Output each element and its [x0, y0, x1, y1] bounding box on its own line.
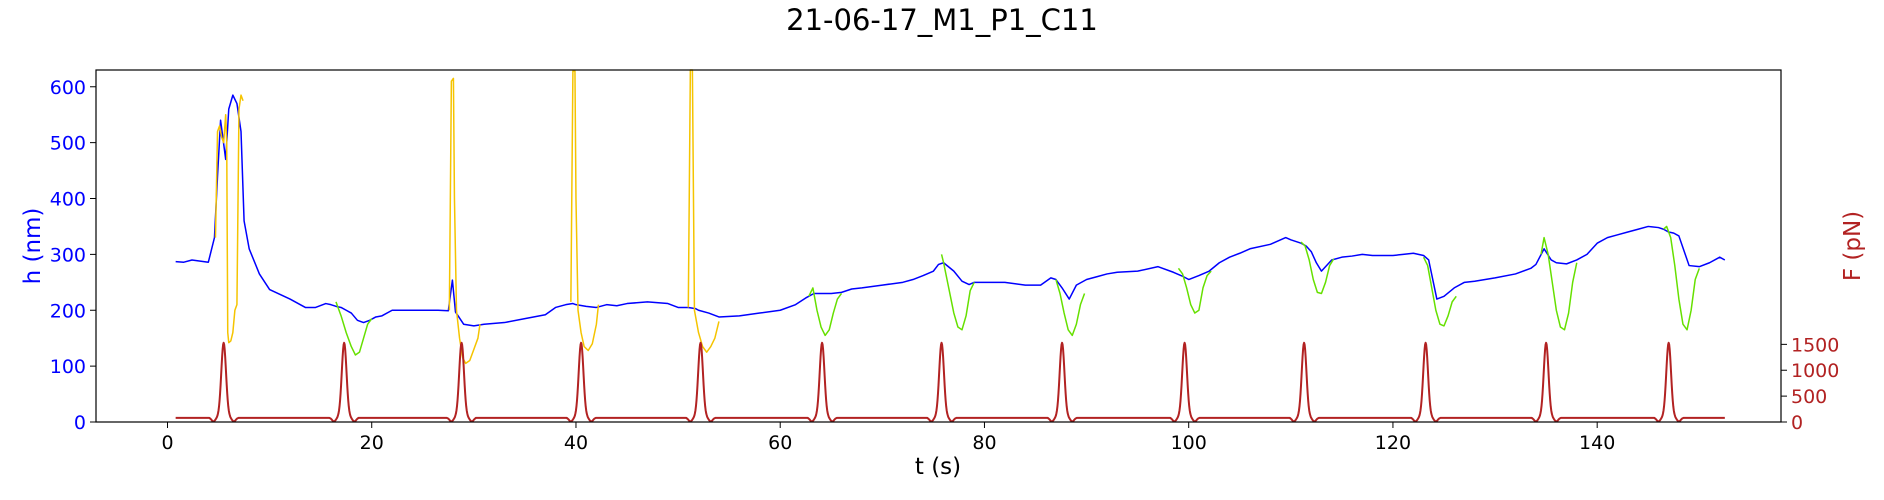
- series-height_small-line-6: [1422, 256, 1457, 327]
- y-right-tick-label: 500: [1791, 386, 1827, 408]
- y-right-tick-label: 1000: [1791, 360, 1839, 382]
- series-height_small-line-3: [1055, 279, 1086, 337]
- x-tick-label: 80: [972, 432, 996, 454]
- series-height_small-line-0: [335, 301, 373, 356]
- x-tick-label: 120: [1375, 432, 1411, 454]
- series-height_large-line-0: [214, 94, 244, 344]
- series-height-line: [175, 94, 1726, 327]
- y-left-tick-label: 400: [50, 189, 86, 211]
- plot-area: [175, 69, 1726, 423]
- y-left-tick-label: 0: [74, 412, 86, 434]
- x-tick-label: 0: [161, 432, 173, 454]
- series-height_small-line-2: [940, 254, 975, 331]
- plot-frame: [95, 69, 1782, 423]
- x-tick-label: 20: [360, 432, 384, 454]
- x-tick-label: 40: [564, 432, 588, 454]
- series-height_small-line-4: [1177, 267, 1212, 314]
- x-axis: 0 20 40 60 80 100 120 140: [161, 422, 1615, 454]
- x-tick-label: 60: [768, 432, 792, 454]
- y-left-tick-label: 200: [50, 300, 86, 322]
- series-height_large-line-1: [448, 77, 481, 365]
- series-height_small-line-1: [808, 287, 843, 337]
- y-right-tick-label: 0: [1791, 412, 1803, 434]
- series-height_small-line-8: [1663, 225, 1701, 331]
- x-tick-label: 140: [1579, 432, 1615, 454]
- y-left-tick-label: 500: [50, 133, 86, 155]
- y-axis-left: 0 100 200 300 400 500 600: [50, 77, 96, 434]
- y-left-tick-label: 300: [50, 244, 86, 266]
- y-axis-right: 0 500 1000 1500: [1781, 334, 1839, 434]
- y-axis-right-label: F (pN): [1840, 211, 1866, 281]
- series-height_small-line-5: [1300, 241, 1335, 295]
- series-height_small-line-7: [1540, 236, 1578, 331]
- x-axis-label: t (s): [915, 454, 961, 480]
- x-tick-label: 100: [1171, 432, 1207, 454]
- y-left-tick-label: 600: [50, 77, 86, 99]
- y-left-tick-label: 100: [50, 356, 86, 378]
- series-force-line: [175, 341, 1726, 423]
- chart-title: 21-06-17_M1_P1_C11: [786, 3, 1098, 37]
- y-right-tick-label: 1500: [1791, 334, 1839, 356]
- series-height_large-line-2: [570, 70, 600, 352]
- y-axis-left-label: h (nm): [20, 208, 46, 285]
- series-height_large-line-3: [687, 69, 720, 353]
